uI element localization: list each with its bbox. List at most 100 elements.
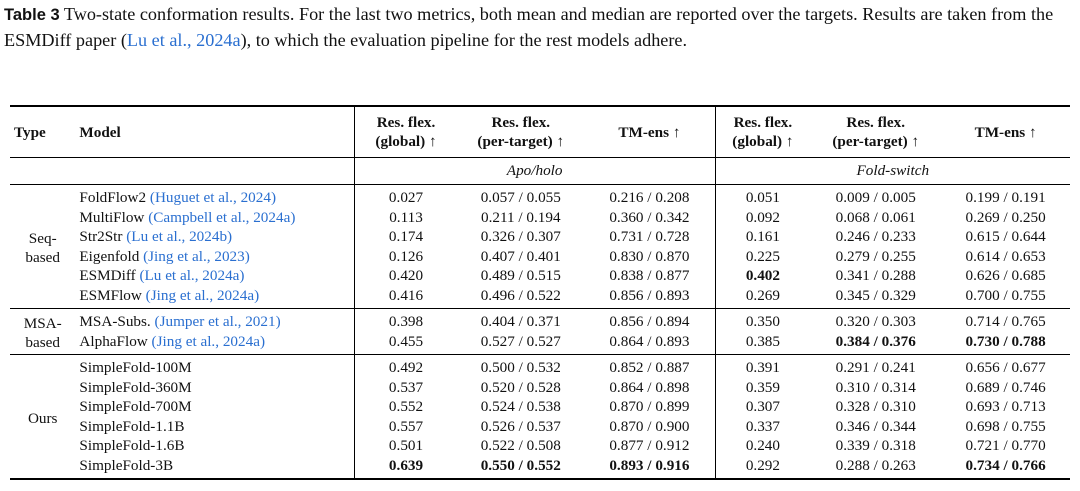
cell-tmens-a: 0.856 / 0.893	[609, 286, 690, 304]
cell-pertarget-b: 0.341 / 0.288	[835, 267, 916, 284]
best-value: 0.550 / 0.552	[480, 456, 561, 474]
cell-pertarget-b: 0.310 / 0.314	[835, 378, 916, 396]
cell-global-a: 0.501	[353, 436, 458, 456]
cell-pertarget-a: 0.550 / 0.552	[457, 456, 584, 480]
header-global-b-line1: Res. flex.	[733, 114, 793, 131]
model-citation[interactable]: (Jing et al., 2023)	[143, 247, 250, 265]
type-cell: MSA-based	[10, 309, 75, 355]
cell-global-a: 0.552	[353, 397, 458, 417]
cell-global-a: 0.398	[353, 308, 458, 332]
model-citation[interactable]: (Jing et al., 2024a)	[151, 332, 266, 350]
model-cell: SimpleFold-1.6B	[75, 436, 354, 456]
cell-pertarget-b: 0.384 / 0.376	[810, 332, 941, 355]
best-value: 0.402	[745, 267, 780, 284]
header-row: Type Model Res. flex. (global) ↑ Res. fle…	[10, 105, 1070, 158]
cell-tmens-a: 0.864 / 0.898	[609, 378, 690, 396]
table-label: Table 3	[4, 6, 60, 24]
subheader-empty	[10, 157, 76, 185]
cell-tmens-a: 0.852 / 0.887	[609, 359, 690, 376]
cell-pertarget-a: 0.520 / 0.528	[480, 378, 561, 396]
model-cell: SimpleFold-3B	[75, 456, 354, 480]
cell-pertarget-a: 0.407 / 0.401	[480, 247, 561, 265]
type-cell: Seq-based	[10, 185, 75, 309]
table-row: SimpleFold-1.1B 0.557 0.526 / 0.537 0.87…	[10, 416, 1070, 436]
type-cell: Ours	[10, 355, 75, 480]
type-label-line1: Ours	[27, 409, 58, 427]
header-global-b: Res. flex. (global) ↑	[714, 105, 811, 158]
model-name: SimpleFold-360M	[79, 378, 192, 396]
model-name: Str2Str	[79, 228, 127, 245]
cell-global-a: 0.126	[353, 246, 458, 266]
model-name: AlphaFlow	[79, 332, 152, 350]
cell-tmens-b: 0.199 / 0.191	[965, 189, 1046, 206]
model-cell: MSA-Subs. (Jumper et al., 2021)	[75, 309, 354, 332]
cell-tmens-b: 0.689 / 0.746	[965, 378, 1046, 396]
cell-pertarget-b: 0.288 / 0.263	[835, 456, 916, 474]
cell-global-b: 0.161	[714, 227, 811, 247]
citation-year[interactable]: 2024a	[196, 29, 241, 50]
model-citation[interactable]: (Jing et al., 2024a)	[145, 286, 260, 304]
cell-global-b: 0.051	[714, 184, 811, 208]
group-label-fold-switch: Fold-switch	[714, 157, 1070, 185]
model-citation[interactable]: (Huguet et al., 2024)	[149, 189, 276, 206]
cell-tmens-b: 0.269 / 0.250	[965, 208, 1046, 226]
cell-tmens-a: 0.893 / 0.916	[584, 456, 715, 480]
cell-global-a: 0.455	[353, 331, 458, 355]
cell-tmens-a: 0.877 / 0.912	[609, 437, 690, 454]
cell-pertarget-b: 0.291 / 0.241	[835, 359, 916, 376]
type-label-line2: based	[25, 249, 60, 266]
table-row: SimpleFold-3B 0.639 0.550 / 0.552 0.893 …	[10, 455, 1070, 480]
header-pertarget-a: Res. flex. (per-target) ↑	[457, 105, 585, 158]
cell-global-b: 0.391	[714, 354, 811, 378]
model-citation[interactable]: (Lu et al., 2024a)	[139, 267, 245, 284]
table-caption: Table 3 Two-state conformation results. …	[4, 2, 1076, 52]
cell-pertarget-b: 0.009 / 0.005	[835, 189, 916, 206]
cell-global-b: 0.385	[714, 331, 811, 355]
cell-tmens-b: 0.714 / 0.765	[965, 313, 1046, 330]
cell-global-b: 0.292	[714, 455, 811, 479]
caption-text-end: ), to which the evaluation pipeline for …	[240, 29, 688, 50]
header-pertarget-b-line2: (per-target) ↑	[832, 133, 920, 150]
cell-pertarget-b: 0.345 / 0.329	[835, 286, 916, 304]
cell-tmens-b: 0.626 / 0.685	[965, 267, 1046, 284]
cell-global-b: 0.225	[714, 246, 811, 266]
cell-tmens-b: 0.615 / 0.644	[965, 228, 1046, 245]
cell-tmens-b: 0.656 / 0.677	[965, 359, 1046, 376]
group-msa-based: MSA-based MSA-Subs. (Jumper et al., 2021…	[10, 308, 1070, 355]
table-row: Seq-based FoldFlow2 (Huguet et al., 2024…	[10, 184, 1070, 266]
caption-text: Two-state conformation results. For the …	[4, 4, 1054, 50]
header-tmens-a: TM-ens ↑	[584, 105, 716, 158]
model-cell: ESMFlow (Jing et al., 2024a)	[75, 286, 354, 309]
type-label-line1: Seq-	[28, 230, 57, 247]
cell-tmens-b: 0.698 / 0.755	[965, 417, 1046, 435]
model-citation[interactable]: (Jumper et al., 2021)	[154, 313, 281, 330]
model-citation[interactable]: (Lu et al., 2024b)	[126, 228, 233, 245]
header-global-a-line1: Res. flex.	[376, 114, 436, 131]
cell-pertarget-a: 0.326 / 0.307	[480, 228, 561, 245]
header-global-a-line2: (global) ↑	[375, 133, 437, 150]
header-model: Model	[75, 105, 355, 158]
header-pertarget-b: Res. flex. (per-target) ↑	[810, 105, 942, 158]
model-name: MultiFlow	[79, 208, 149, 226]
cell-global-a: 0.416	[353, 285, 458, 309]
cell-pertarget-b: 0.339 / 0.318	[835, 437, 916, 454]
cell-pertarget-a: 0.526 / 0.537	[480, 417, 561, 435]
model-name: SimpleFold-700M	[79, 398, 192, 415]
table-row: SimpleFold-700M 0.552 0.524 / 0.538 0.87…	[10, 397, 1070, 417]
cell-pertarget-a: 0.496 / 0.522	[480, 286, 561, 304]
citation-link[interactable]: Lu et al., 2024a	[127, 30, 241, 50]
cell-tmens-a: 0.856 / 0.894	[609, 313, 690, 330]
table-row: MultiFlow (Campbell et al., 2024a) 0.113…	[10, 207, 1070, 227]
cell-global-b: 0.337	[714, 416, 811, 436]
citation-author[interactable]: Lu et al.	[126, 29, 188, 50]
group-ours: Ours SimpleFold-100M 0.492 0.500 / 0.532…	[10, 354, 1070, 480]
cell-tmens-a: 0.830 / 0.870	[609, 247, 690, 265]
header-pertarget-a-line2: (per-target) ↑	[477, 133, 565, 150]
model-cell: SimpleFold-360M	[75, 378, 354, 398]
table-row: Ours SimpleFold-100M 0.492 0.500 / 0.532…	[10, 354, 1070, 427]
model-citation[interactable]: (Campbell et al., 2024a)	[148, 208, 296, 226]
model-cell: AlphaFlow (Jing et al., 2024a)	[75, 332, 354, 355]
cell-tmens-a: 0.864 / 0.893	[609, 332, 690, 350]
type-label-line1: MSA-	[23, 315, 62, 332]
cell-pertarget-a: 0.057 / 0.055	[480, 189, 561, 206]
